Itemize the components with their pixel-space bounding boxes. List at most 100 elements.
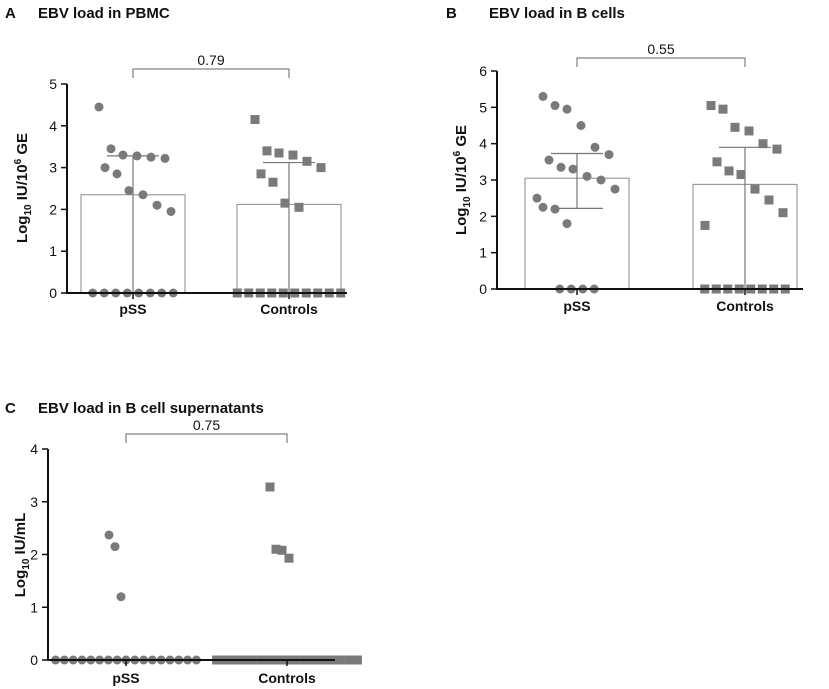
data-point: [706, 101, 716, 111]
panel-c: C EBV load in B cell supernatants 0 1 2 3 4 pSS…: [5, 400, 362, 686]
data-point: [277, 545, 287, 555]
y-tick-label: 1: [479, 245, 487, 261]
panel-letter: A: [5, 5, 16, 22]
data-point: [250, 115, 260, 125]
data-point: [271, 544, 281, 554]
data-point: [582, 171, 592, 181]
data-point: [590, 142, 600, 152]
data-point: [280, 198, 290, 208]
data-point: [604, 150, 614, 160]
data-point: [712, 157, 722, 167]
data-point: [160, 153, 170, 163]
data-point: [106, 144, 116, 154]
data-point: [724, 166, 734, 176]
data-point: [302, 156, 312, 166]
data-point: [718, 104, 728, 114]
panel-letter: C: [5, 400, 16, 417]
p-value-label: 0.79: [197, 52, 224, 68]
y-tick-label: 0: [49, 285, 57, 301]
data-point: [146, 152, 156, 162]
y-tick-label: 4: [30, 441, 38, 457]
data-point: [352, 655, 362, 665]
p-value-label: 0.75: [193, 417, 220, 433]
y-tick-label: 1: [49, 243, 57, 259]
data-point: [750, 184, 760, 194]
y-tick-label: 6: [479, 63, 487, 79]
data-point: [132, 151, 142, 161]
data-point: [104, 530, 114, 540]
data-point: [532, 193, 542, 203]
y-axis-label: Log10 IU/106 GE: [13, 133, 34, 243]
panel-letter: B: [446, 5, 457, 22]
category-label-controls: Controls: [260, 301, 318, 317]
data-point: [538, 202, 548, 212]
data-point: [94, 102, 104, 112]
data-point: [764, 195, 774, 205]
data-point: [274, 148, 284, 158]
data-point: [284, 553, 294, 563]
y-tick-label: 3: [49, 160, 57, 176]
data-point: [116, 592, 126, 602]
data-point: [288, 150, 298, 160]
category-label-pss: pSS: [563, 298, 590, 314]
data-point: [265, 482, 275, 492]
category-label-controls: Controls: [258, 670, 316, 686]
y-tick-label: 2: [30, 547, 38, 563]
data-point: [268, 177, 278, 187]
data-point: [758, 139, 768, 149]
y-tick-label: 0: [479, 281, 487, 297]
category-label-pss: pSS: [112, 670, 139, 686]
data-point: [100, 163, 110, 173]
data-point: [568, 164, 578, 174]
data-point: [772, 144, 782, 154]
p-value-label: 0.55: [647, 41, 674, 57]
y-axis-label: Log10 IU/106 GE: [452, 125, 473, 235]
data-point: [562, 104, 572, 114]
panel-title: EBV load in B cells: [489, 5, 625, 22]
panel-title: EBV load in B cell supernatants: [38, 400, 264, 417]
data-point: [550, 101, 560, 111]
y-tick-label: 3: [479, 172, 487, 188]
comparison-bracket: [132, 68, 290, 78]
data-point: [335, 655, 345, 665]
data-point: [256, 169, 266, 179]
y-axis-label: Log10 IU/mL: [12, 513, 32, 597]
y-tick-label: 5: [49, 76, 57, 92]
y-tick-label: 0: [30, 652, 38, 668]
data-point: [152, 200, 162, 210]
y-tick-label: 5: [479, 99, 487, 115]
data-point: [778, 208, 788, 218]
y-tick-label: 3: [30, 494, 38, 510]
data-point: [262, 146, 272, 156]
data-point: [556, 162, 566, 172]
data-point: [118, 150, 128, 160]
data-point: [538, 91, 548, 101]
data-point: [610, 184, 620, 194]
comparison-bracket: [125, 433, 288, 443]
y-tick-label: 2: [49, 201, 57, 217]
data-point: [550, 204, 560, 214]
data-point: [596, 175, 606, 185]
data-point: [562, 219, 572, 229]
data-point: [736, 170, 746, 180]
data-point: [544, 155, 554, 165]
data-point: [730, 122, 740, 132]
panel-title: EBV load in PBMC: [38, 5, 170, 22]
y-tick-label: 4: [49, 118, 57, 134]
data-point: [294, 202, 304, 212]
data-point: [124, 186, 134, 196]
data-point: [138, 190, 148, 200]
data-point: [110, 542, 120, 552]
data-point: [112, 169, 122, 179]
data-point: [166, 206, 176, 216]
y-tick-label: 4: [479, 136, 487, 152]
data-point: [316, 163, 326, 173]
comparison-bracket: [576, 57, 746, 67]
data-point: [700, 220, 710, 230]
panel-a: A EBV load in PBMC 0 1 2 3 4 5 pSS Controls Log10 …: [5, 5, 347, 317]
data-point: [744, 126, 754, 136]
data-point: [576, 121, 586, 130]
category-label-pss: pSS: [119, 301, 146, 317]
panel-b: B EBV load in B cells 0 1 2 3 4 5 6 pSS Controls Lo…: [446, 5, 803, 314]
